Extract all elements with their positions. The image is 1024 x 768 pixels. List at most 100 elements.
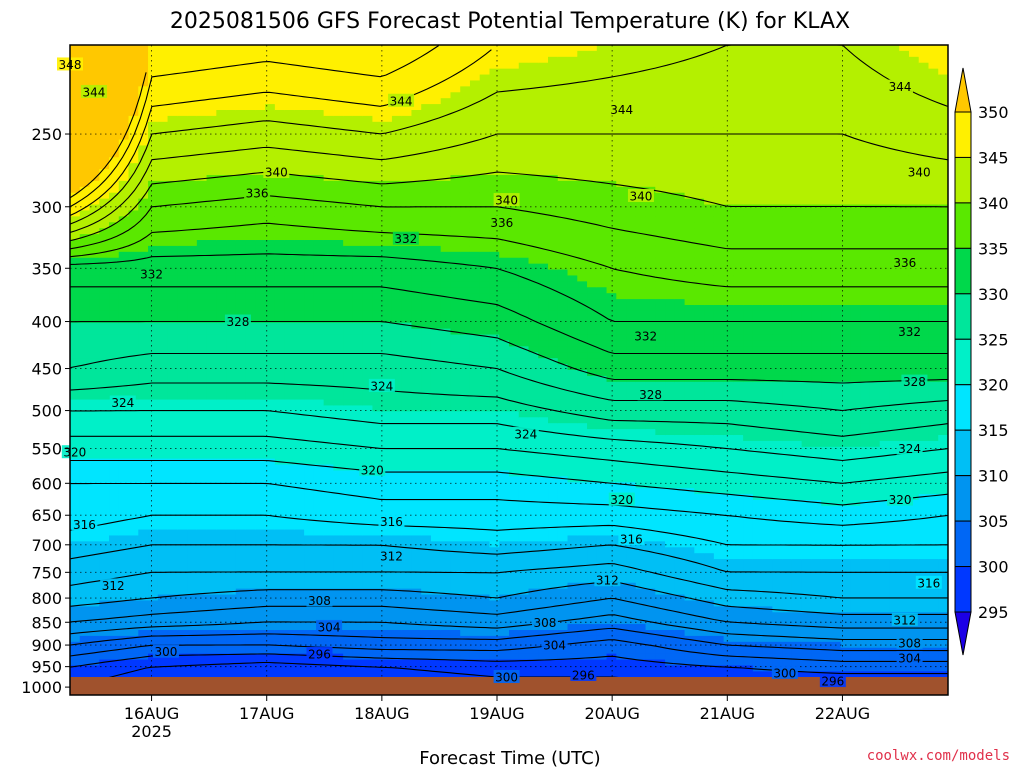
fill-cell (157, 151, 169, 158)
fill-cell (362, 310, 374, 318)
fill-cell (304, 423, 315, 430)
fill-cell (372, 56, 383, 64)
fill-cell (440, 198, 452, 206)
fill-cell (187, 630, 198, 637)
fill-cell (187, 570, 198, 578)
fill-cell (323, 565, 334, 572)
fill-cell (391, 488, 403, 495)
fill-cell (382, 299, 393, 306)
fill-cell (372, 606, 383, 613)
fill-cell (284, 139, 295, 147)
fill-cell (391, 316, 403, 324)
fill-cell (265, 494, 276, 501)
fill-cell (89, 612, 100, 619)
fill-cell (79, 133, 91, 141)
fill-cell (255, 198, 266, 206)
fill-cell (206, 334, 217, 342)
fill-cell (265, 671, 276, 678)
fill-cell (489, 464, 500, 472)
fill-cell (138, 547, 149, 554)
fill-cell (148, 263, 159, 271)
fill-cell (89, 151, 100, 158)
fill-cell (421, 482, 432, 489)
fill-cell (70, 624, 81, 631)
fill-cell (343, 458, 354, 466)
fill-cell (255, 180, 266, 188)
fill-cell (499, 240, 510, 247)
fill-cell (70, 470, 81, 477)
fill-cell (440, 576, 452, 584)
fill-cell (440, 110, 452, 117)
fill-cell (391, 192, 403, 200)
fill-cell (284, 175, 295, 182)
fill-cell (157, 440, 169, 448)
fill-cell (343, 104, 354, 111)
fill-cell (313, 98, 325, 105)
fill-cell (313, 423, 325, 430)
fill-cell (138, 393, 149, 401)
fill-cell (411, 269, 422, 277)
fill-cell (460, 263, 471, 271)
fill-cell (313, 387, 325, 395)
fill-cell (177, 281, 188, 288)
fill-cell (138, 511, 149, 519)
fill-cell (401, 529, 413, 537)
fill-cell (421, 228, 432, 235)
fill-cell (245, 175, 256, 182)
fill-cell (70, 559, 81, 566)
fill-cell (206, 429, 217, 436)
fill-cell (304, 641, 315, 649)
fill-cell (128, 293, 139, 300)
fill-cell (187, 659, 198, 667)
fill-cell (323, 98, 334, 105)
fill-cell (157, 370, 169, 377)
fill-cell (352, 263, 364, 271)
fill-cell (265, 127, 276, 135)
fill-cell (323, 547, 334, 554)
fill-cell (245, 612, 256, 619)
fill-cell (362, 370, 374, 377)
fill-cell (177, 98, 188, 105)
fill-cell (421, 145, 432, 152)
fill-cell (499, 163, 510, 170)
fill-cell (323, 458, 334, 466)
fill-cell (148, 56, 159, 64)
fill-cell (469, 488, 481, 495)
fill-cell (323, 659, 334, 667)
fill-cell (352, 482, 364, 489)
fill-cell (235, 612, 247, 619)
fill-cell (138, 145, 149, 152)
fill-cell (294, 240, 305, 247)
fill-cell (148, 92, 159, 99)
fill-cell (109, 163, 120, 170)
fill-cell (343, 494, 354, 501)
fill-cell (391, 251, 403, 259)
fill-cell (430, 139, 442, 147)
fill-cell (352, 370, 364, 377)
fill-cell (157, 576, 169, 584)
fill-cell (138, 305, 149, 312)
fill-cell (79, 594, 91, 602)
fill-cell (343, 600, 354, 607)
fill-cell (284, 316, 295, 324)
fill-cell (382, 163, 393, 170)
fill-cell (245, 393, 256, 401)
fill-cell (235, 565, 247, 572)
fill-cell (128, 511, 139, 519)
fill-cell (343, 635, 354, 643)
fill-cell (265, 198, 276, 206)
fill-cell (167, 45, 178, 52)
fill-cell (187, 346, 198, 353)
fill-cell (450, 293, 461, 300)
fill-cell (343, 399, 354, 407)
fill-cell (469, 647, 481, 655)
fill-cell (177, 216, 188, 223)
fill-cell (187, 334, 198, 342)
fill-cell (294, 618, 305, 625)
fill-cell (274, 647, 286, 655)
fill-cell (79, 352, 91, 359)
fill-cell (421, 375, 432, 383)
fill-cell (372, 588, 383, 596)
fill-cell (323, 476, 334, 483)
fill-cell (450, 245, 461, 253)
